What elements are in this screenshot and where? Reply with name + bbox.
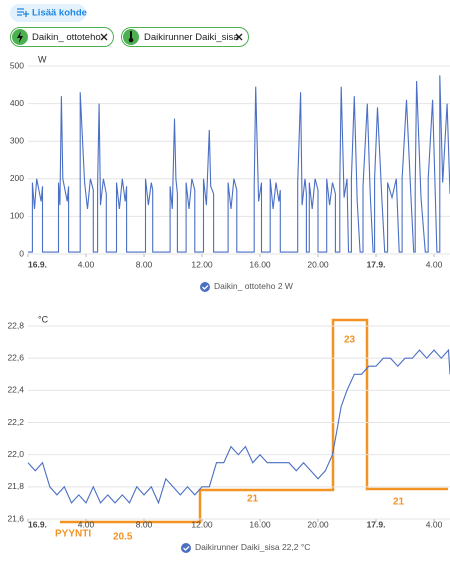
- chip[interactable]: Daikin_ ottoteho: [10, 27, 114, 47]
- x-tick-label: 4.00: [426, 519, 443, 529]
- x-tick-label: 16.9.: [28, 259, 47, 269]
- y-tick-label: 22,8: [7, 320, 24, 330]
- annotation: 23: [344, 335, 356, 346]
- y-tick-label: 200: [10, 173, 24, 183]
- x-tick-label: 8.00: [136, 259, 153, 269]
- legend-check-mark: [183, 546, 190, 551]
- y-tick-label: 21,6: [7, 513, 24, 523]
- setpoint-annotation: [60, 318, 448, 524]
- legend-label: Daikin_ ottoteho 2 W: [214, 281, 293, 291]
- x-tick-label: 12.00: [191, 519, 213, 529]
- x-tick-label: 20.00: [307, 519, 329, 529]
- y-tick-label: 100: [10, 211, 24, 221]
- chip-remove[interactable]: [235, 33, 243, 41]
- x-tick-label: 4.00: [426, 259, 443, 269]
- bolt-icon: [17, 31, 23, 43]
- unit-label: °C: [38, 314, 49, 324]
- annotation: 21: [393, 497, 405, 508]
- legend-label: Daikirunner Daiki_sisa 22,2 °C: [195, 542, 310, 552]
- y-tick-label: 0: [19, 248, 24, 258]
- legend-check-mark: [202, 285, 209, 290]
- x-tick-label: 4.00: [78, 519, 95, 529]
- add-button-label[interactable]: Lisää kohde: [32, 8, 87, 19]
- legend-state: 2 W: [278, 281, 293, 291]
- series-line: [28, 75, 450, 253]
- chip-bg[interactable]: [121, 27, 249, 47]
- x-tick-label: 16.00: [249, 259, 271, 269]
- thermo-bulb: [128, 37, 134, 43]
- legend-item: Daikin_ ottoteho 2 W: [200, 281, 293, 292]
- x-tick-label: 17.9.: [367, 259, 386, 269]
- series-line: [27, 348, 450, 505]
- y-tick-label: 22,2: [7, 417, 24, 427]
- legend-item: Daikirunner Daiki_sisa 22,2 °C: [181, 542, 310, 553]
- y-tick-label: 22,6: [7, 352, 24, 362]
- chip-bg[interactable]: [10, 27, 114, 47]
- chip-label: Daikin_ ottoteho: [32, 32, 101, 43]
- x-tick-label: 8.00: [136, 519, 153, 529]
- y-tick-label: 21,8: [7, 481, 24, 491]
- legend-check: [200, 282, 210, 292]
- add-icon: [17, 8, 29, 17]
- legend-name: Daikirunner Daiki_sisa: [195, 542, 280, 552]
- annotation: 21: [247, 494, 259, 505]
- legend-name: Daikin_ ottoteho: [214, 281, 276, 291]
- legend-state: 22,2 °C: [282, 542, 310, 552]
- add-button-bg[interactable]: [10, 4, 86, 22]
- x-tick-label: 17.9.: [367, 519, 386, 529]
- chip-label: Daikirunner Daiki_sisa: [144, 32, 239, 43]
- y-tick-label: 22,0: [7, 449, 24, 459]
- chip[interactable]: Daikirunner Daiki_sisa: [121, 27, 249, 47]
- chip-remove[interactable]: [100, 33, 108, 41]
- y-tick-label: 500: [10, 60, 24, 70]
- x-tick-label: 4.00: [78, 259, 95, 269]
- x-tick-label: 12.00: [191, 259, 213, 269]
- annotation: 20.5: [113, 532, 133, 543]
- x-tick-label: 20.00: [307, 259, 329, 269]
- add-button[interactable]: Lisää kohde: [10, 4, 87, 22]
- annotation: PYYNTI: [55, 529, 91, 540]
- y-tick-label: 400: [10, 98, 24, 108]
- y-tick-label: 22,4: [7, 385, 24, 395]
- y-tick-label: 300: [10, 135, 24, 145]
- x-tick-label: 16.9.: [28, 519, 47, 529]
- legend-check: [181, 543, 191, 553]
- x-tick-label: 16.00: [249, 519, 271, 529]
- unit-label: W: [38, 54, 47, 64]
